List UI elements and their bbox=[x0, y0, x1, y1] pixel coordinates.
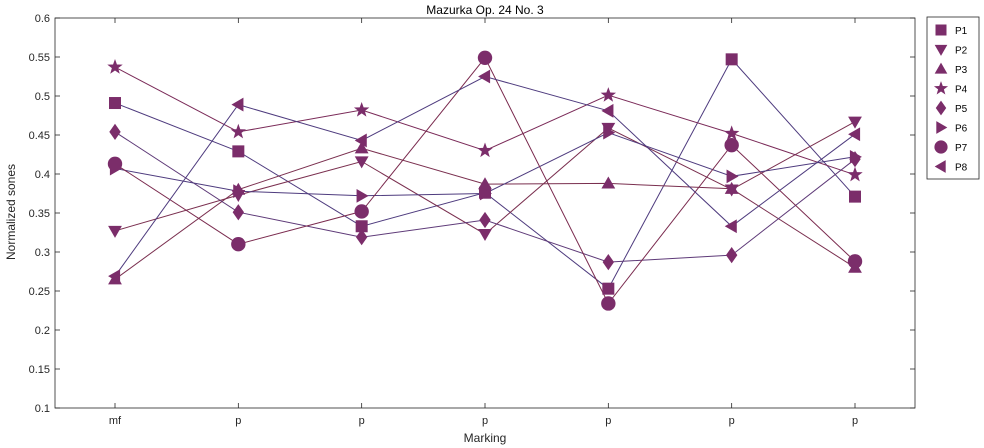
data-point-p3 bbox=[354, 141, 369, 154]
data-point-p6 bbox=[233, 184, 246, 199]
data-point-p4 bbox=[477, 142, 493, 158]
y-tick-label: 0.2 bbox=[35, 325, 50, 337]
y-tick-label: 0.5 bbox=[35, 91, 50, 103]
data-point-p8 bbox=[354, 133, 367, 148]
data-point-p1 bbox=[725, 53, 738, 66]
data-point-p3 bbox=[724, 181, 739, 194]
legend-marker-p8 bbox=[934, 160, 946, 173]
legend: P1 P2 P3 P4 P5 P6 P7 P8 bbox=[926, 16, 980, 180]
data-point-p5 bbox=[109, 123, 121, 140]
legend-label-p2: P2 bbox=[955, 46, 968, 57]
y-tick-label: 0.1 bbox=[35, 403, 50, 415]
legend-label-p7: P7 bbox=[955, 143, 968, 154]
data-point-p6 bbox=[356, 188, 369, 203]
data-point-p7 bbox=[724, 137, 739, 153]
legend-marker-p5 bbox=[935, 100, 947, 116]
data-point-p8 bbox=[231, 97, 244, 112]
legend-marker-p4 bbox=[933, 81, 949, 95]
data-point-p5 bbox=[232, 204, 245, 221]
x-tick-label: p bbox=[605, 415, 611, 427]
data-point-p3 bbox=[601, 176, 616, 189]
data-point-p8 bbox=[108, 269, 121, 284]
y-tick-label: 0.35 bbox=[29, 208, 50, 220]
legend-label-p3: P3 bbox=[955, 65, 968, 76]
x-axis-label: Marking bbox=[464, 431, 507, 445]
data-point-p2 bbox=[354, 156, 369, 169]
x-tick-label: p bbox=[482, 415, 488, 427]
data-point-p5 bbox=[725, 247, 738, 264]
data-point-p5 bbox=[602, 254, 615, 271]
y-tick-label: 0.25 bbox=[29, 286, 50, 298]
series-line-p8 bbox=[114, 75, 856, 277]
data-point-p1 bbox=[849, 190, 861, 203]
data-point-p7 bbox=[847, 254, 863, 269]
data-point-p7 bbox=[231, 237, 246, 252]
x-tick-label: p bbox=[235, 415, 241, 427]
data-point-p2 bbox=[478, 228, 492, 241]
axes: 0.1 0.15 0.2 0.25 0.3 0.35 0.4 0.45 0.5 0.55 0.6 mf… bbox=[29, 13, 916, 427]
data-point-p8 bbox=[601, 103, 614, 118]
data-point-p7 bbox=[107, 156, 123, 172]
legend-label-p6: P6 bbox=[955, 124, 968, 135]
y-tick-label: 0.4 bbox=[35, 169, 50, 181]
data-point-p4 bbox=[600, 87, 617, 102]
data-point-p7 bbox=[354, 204, 369, 219]
y-axis-label: Normalized sones bbox=[4, 164, 18, 260]
data-point-p4 bbox=[723, 125, 740, 140]
data-point-p1 bbox=[602, 282, 615, 295]
legend-box bbox=[926, 16, 980, 180]
data-point-p3 bbox=[478, 177, 492, 190]
chart-title: Mazurka Op. 24 No. 3 bbox=[426, 3, 544, 17]
data-point-p5 bbox=[479, 211, 491, 229]
y-tick-label: 0.45 bbox=[29, 130, 50, 142]
data-point-p5 bbox=[355, 229, 368, 246]
legend-label-p5: P5 bbox=[955, 104, 968, 115]
data-point-p4 bbox=[230, 123, 247, 139]
data-point-p7 bbox=[477, 50, 493, 65]
y-tick-label: 0.55 bbox=[29, 52, 50, 64]
legend-marker-p2 bbox=[934, 44, 948, 56]
legend-marker-p1 bbox=[935, 24, 947, 36]
legend-label-p1: P1 bbox=[955, 26, 968, 37]
data-point-p1 bbox=[355, 220, 368, 233]
data-point-p4 bbox=[847, 166, 863, 182]
data-point-p6 bbox=[479, 186, 492, 201]
legend-marker-p3 bbox=[934, 62, 948, 74]
data-point-p8 bbox=[724, 219, 737, 234]
x-tick-label: p bbox=[729, 415, 735, 427]
legend-label-p8: P8 bbox=[955, 163, 968, 174]
data-point-p2 bbox=[108, 225, 122, 238]
x-tick-label: p bbox=[359, 415, 365, 427]
data-point-p2 bbox=[848, 116, 862, 129]
data-point-p8 bbox=[848, 127, 861, 142]
data-point-p4 bbox=[107, 59, 123, 74]
x-tick-label: p bbox=[852, 415, 858, 427]
data-point-p6 bbox=[603, 125, 616, 140]
data-point-p1 bbox=[232, 145, 245, 158]
series-markers bbox=[107, 50, 863, 311]
y-tick-label: 0.3 bbox=[35, 247, 50, 259]
data-point-p6 bbox=[726, 169, 739, 184]
data-point-p7 bbox=[601, 296, 616, 311]
legend-marker-p7 bbox=[934, 140, 948, 154]
data-point-p8 bbox=[478, 69, 491, 84]
legend-label-p4: P4 bbox=[955, 85, 968, 96]
x-tick-label: mf bbox=[109, 415, 122, 427]
data-point-p6 bbox=[849, 149, 862, 164]
y-tick-label: 0.6 bbox=[35, 13, 50, 25]
legend-marker-p6 bbox=[936, 121, 948, 134]
data-point-p4 bbox=[353, 101, 370, 117]
data-point-p1 bbox=[109, 97, 121, 110]
y-tick-label: 0.15 bbox=[29, 364, 50, 376]
